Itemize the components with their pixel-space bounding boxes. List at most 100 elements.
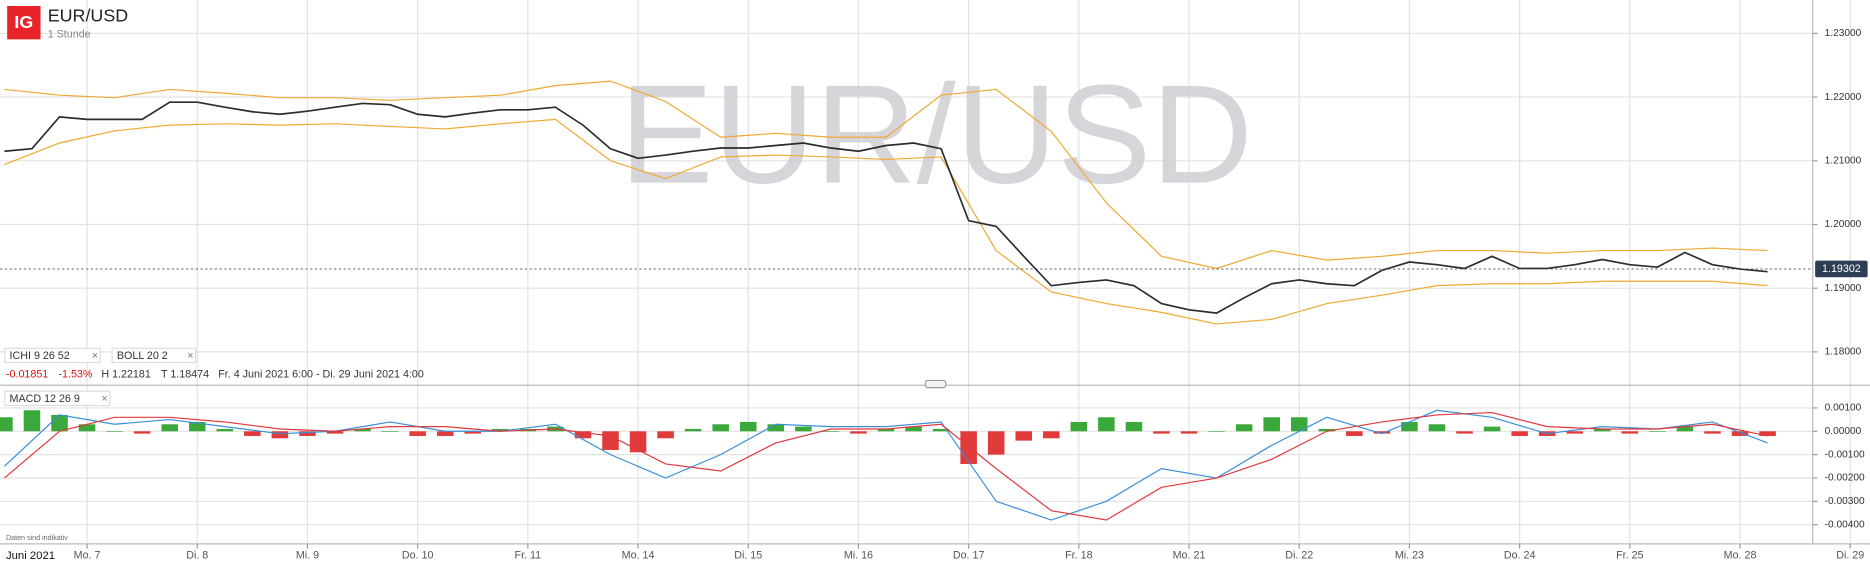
- y-tick-label: 1.22000: [1825, 92, 1862, 103]
- indicator-label[interactable]: BOLL 20 2: [117, 350, 168, 362]
- close-icon[interactable]: ×: [92, 350, 98, 362]
- x-tick-label: Fr. 18: [1065, 550, 1092, 562]
- histogram-bar: [1594, 428, 1611, 432]
- low: T 1.18474: [161, 368, 209, 380]
- x-tick-label: Di. 8: [186, 550, 208, 562]
- price-line: [4, 118, 1768, 325]
- histogram-bar: [161, 424, 178, 432]
- y-tick-label: 1.23000: [1825, 28, 1862, 39]
- macd-line: [4, 409, 1768, 521]
- logo-box: [7, 5, 41, 40]
- indicator-tag[interactable]: [4, 390, 111, 407]
- histogram-bar: [1153, 431, 1170, 434]
- y-tick-label: 1.20000: [1825, 219, 1862, 230]
- logo: IG: [14, 12, 33, 32]
- histogram-bar: [409, 431, 426, 436]
- x-tick-label: Mi. 9: [296, 550, 319, 562]
- x-tick-label: Di. 29: [1836, 550, 1864, 562]
- histogram-bar: [326, 431, 344, 434]
- macd-label[interactable]: MACD 12 26 9: [10, 393, 80, 405]
- histogram-bar: [932, 428, 950, 432]
- histogram-bar: [1208, 431, 1225, 432]
- histogram-bar: [0, 417, 13, 432]
- histogram-bar: [464, 431, 482, 434]
- histogram-bar: [1070, 421, 1088, 432]
- x-tick-label: Di. 15: [734, 550, 762, 562]
- change: -0.01851: [6, 368, 48, 380]
- histogram-bar: [1566, 431, 1583, 434]
- histogram-bar: [1373, 431, 1391, 434]
- histogram-bar: [188, 421, 206, 432]
- date-range: Fr. 4 Juni 2021 6:00 - Di. 29 Juni 2021 …: [218, 368, 424, 380]
- histogram-bar: [354, 428, 371, 432]
- x-tick-label: Mi. 16: [844, 550, 873, 562]
- histogram-bar: [381, 431, 399, 432]
- histogram-bar: [299, 431, 316, 436]
- y-tick-label: 1.19000: [1825, 283, 1862, 294]
- last-price-tag: [1815, 260, 1868, 278]
- histogram-bar: [106, 431, 123, 432]
- interval: 1 Stunde: [48, 28, 91, 40]
- x-tick-label: Di. 22: [1285, 550, 1313, 562]
- histogram-bar: [1125, 421, 1143, 432]
- histogram-bar: [51, 414, 68, 432]
- histogram-bar: [657, 431, 674, 439]
- histogram-bar: [436, 431, 454, 436]
- x-tick-label: Fr. 25: [1616, 550, 1643, 562]
- x-tick-label: Mo. 7: [74, 550, 101, 562]
- x-tick-label: Fr. 11: [515, 550, 542, 562]
- y-tick-label: -0.00100: [1825, 449, 1865, 460]
- last-price-label: 1.19302: [1822, 263, 1861, 275]
- close-icon[interactable]: ×: [187, 350, 193, 362]
- symbol: EUR/USD: [48, 5, 129, 25]
- histogram-bar: [767, 424, 785, 432]
- histogram-bar: [739, 421, 757, 432]
- watermark: EUR/USD: [620, 56, 1253, 213]
- x-tick-label: Do. 10: [402, 550, 434, 562]
- indicator-tag[interactable]: [4, 347, 101, 364]
- histogram-bar: [905, 426, 922, 432]
- panel-resize-handle[interactable]: [924, 379, 947, 389]
- histogram-bar: [1676, 426, 1694, 432]
- histogram-bar: [78, 424, 96, 432]
- histogram-bar: [574, 431, 592, 439]
- histogram-bar: [1263, 417, 1280, 432]
- histogram-bar: [877, 428, 895, 432]
- histogram-bar: [1180, 431, 1198, 434]
- indicator-label[interactable]: ICHI 9 26 52: [10, 350, 70, 362]
- histogram-bar: [1704, 431, 1721, 434]
- histogram-bar: [1511, 431, 1528, 436]
- y-tick-label: 1.21000: [1825, 155, 1862, 166]
- x-tick-label: Do. 17: [953, 550, 985, 562]
- marks-layer: [0, 80, 1813, 521]
- indicator-tag[interactable]: [111, 347, 197, 364]
- histogram-bar: [1401, 421, 1418, 432]
- histogram-bar: [1759, 431, 1776, 436]
- y-tick-label: -0.00200: [1825, 473, 1865, 484]
- histogram-bar: [133, 431, 151, 434]
- histogram-bar: [629, 431, 647, 453]
- histogram-bar: [795, 426, 812, 432]
- histogram-bar: [1290, 417, 1308, 432]
- histogram-bar: [1235, 424, 1253, 432]
- y-tick-label: -0.00300: [1825, 496, 1865, 507]
- high: H 1.22181: [101, 368, 151, 380]
- histogram-bar: [684, 428, 702, 432]
- histogram-bar: [1456, 431, 1473, 434]
- x-tick-label: Mo. 14: [622, 550, 655, 562]
- x-tick-label: Mo. 28: [1724, 550, 1757, 562]
- price-line: [4, 80, 1768, 270]
- y-tick-label: 0.00000: [1825, 426, 1862, 437]
- histogram-bar: [712, 424, 729, 432]
- histogram-bar: [987, 431, 1005, 455]
- change-percent: -1.53%: [58, 368, 92, 380]
- histogram-bar: [1731, 431, 1749, 436]
- histogram-bar: [850, 431, 867, 434]
- close-icon[interactable]: ×: [101, 393, 107, 405]
- macd-line: [4, 411, 1768, 521]
- histogram-bar: [271, 431, 289, 439]
- histogram-bar: [23, 410, 41, 432]
- histogram-bar: [822, 431, 840, 432]
